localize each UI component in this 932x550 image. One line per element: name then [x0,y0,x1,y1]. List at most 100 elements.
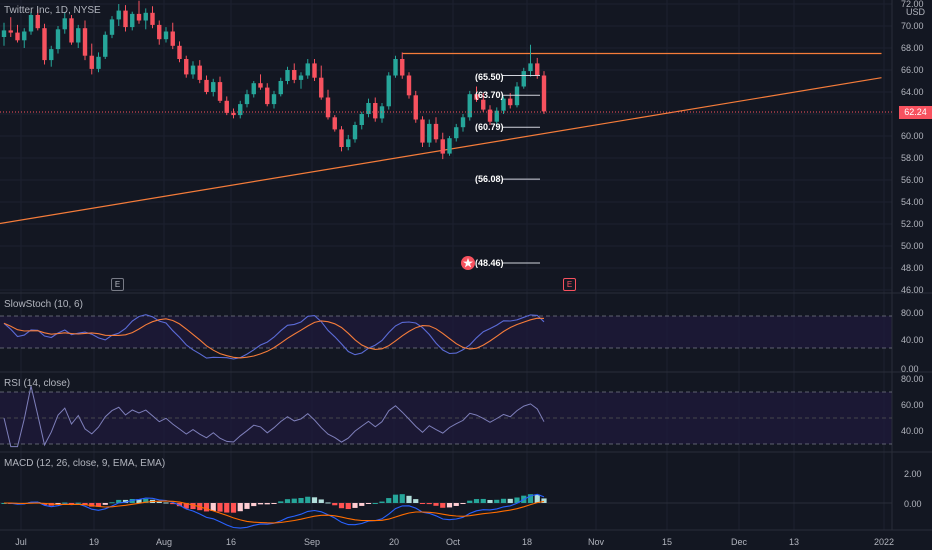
candle-body [251,83,256,95]
macd-histogram-bar [224,503,230,513]
candle-body [271,94,277,105]
rsi-tick: 40.00 [901,426,924,436]
macd-histogram-bar [514,497,520,503]
macd-histogram-bar [338,503,345,509]
time-tick: Oct [445,537,461,547]
time-tick: 13 [788,537,800,547]
symbol-name: Twitter Inc [4,5,50,16]
macd-histogram-bar [116,499,122,503]
macd-histogram-bar [359,503,365,506]
candle-body [55,29,61,50]
candle-body [454,127,459,139]
candle-body [359,114,364,125]
earnings-marker[interactable]: E [111,278,124,291]
rsi-label[interactable]: RSI (14, close) [4,378,71,389]
macd-histogram-bar [291,498,297,503]
candle-body [352,125,358,140]
macd-histogram-bar [386,498,392,503]
candle-body [332,117,337,130]
time-tick: 15 [661,537,673,547]
macd-histogram-bar [541,498,547,503]
candle-body [373,103,378,119]
candle-body [177,45,182,59]
star-icon [461,256,475,270]
macd-histogram-bar [176,503,183,507]
stoch-label[interactable]: SlowStoch (10, 6) [4,299,83,310]
time-tick: Nov [587,537,605,547]
candle-body [386,75,391,107]
price-tick: 50.00 [901,241,924,251]
macd-histogram-bar [271,503,277,504]
candle-body [204,79,209,92]
current-price-tag: 62.24 [899,106,932,119]
rsi-line [3,385,545,448]
candle-body [312,63,317,78]
macd-histogram-bar [143,498,149,503]
macd-tick: 0.00 [904,499,922,509]
candle-body [474,94,479,100]
candle-body [346,139,351,147]
macd-histogram-bar [95,503,102,507]
macd-histogram-bar [257,503,264,505]
macd-histogram-bar [89,503,95,507]
candle-body [224,100,229,113]
trendlines[interactable] [0,52,882,225]
macd-histogram-bar [399,494,405,503]
candle-body [447,138,452,154]
macd-histogram-bar [406,495,412,503]
macd-histogram-bar [109,502,115,504]
candle-body [197,65,202,80]
candle-body [420,119,425,143]
candle-body [440,139,445,154]
macd-histogram-bar [379,501,385,503]
macd-histogram-bar [507,498,513,503]
macd-histogram-bar [244,503,250,509]
candle-body [184,59,189,75]
candle-body [400,59,405,76]
macd-histogram-bar [460,503,466,504]
macd-histogram-bar [453,503,459,506]
price-tick: 66.00 [901,65,924,75]
candle-body [508,98,513,106]
macd-histogram-bar [163,502,169,504]
price-tick: 52.00 [901,219,924,229]
symbol-title[interactable]: Twitter Inc, 1D, NYSE [4,5,101,16]
price-tick: 56.00 [901,175,924,185]
candle-body [49,49,54,61]
candle-body [136,13,142,21]
macd-histogram-bar [480,498,486,503]
price-tick: 64.00 [901,87,924,97]
macd-histogram-bar [419,503,426,504]
price-tick: 48.00 [901,263,924,273]
stoch-band [0,316,892,348]
stoch-lines [3,314,545,360]
candle-body [339,129,344,147]
time-tick: Aug [155,537,173,547]
earnings-marker[interactable]: E [563,278,576,291]
macd-histogram-bar [284,499,291,503]
price-tick: 54.00 [901,197,924,207]
trendline [0,77,882,225]
candle-body [130,13,135,28]
candle-body [109,19,115,35]
time-tick: 20 [388,537,400,547]
candle-body [325,97,331,118]
candle-body [82,28,88,56]
candle-body [35,15,40,29]
macd-label[interactable]: MACD (12, 26, close, 9, EMA, EMA) [4,458,166,469]
candle-body [1,30,7,37]
macd-histogram-bar [372,502,378,504]
macd-histogram-bar [278,501,284,503]
candle-body [76,28,81,43]
candle-body [319,77,324,98]
candle-body [535,63,540,76]
candle-body [163,31,169,40]
stoch-k-line [3,314,545,360]
level-label: (60.79) [475,122,504,132]
level-label: (63.70) [475,90,504,100]
macd-histogram-bar [183,503,189,509]
macd-histogram-bar [62,502,68,504]
candle-body [467,94,472,118]
candle-body [487,109,493,122]
